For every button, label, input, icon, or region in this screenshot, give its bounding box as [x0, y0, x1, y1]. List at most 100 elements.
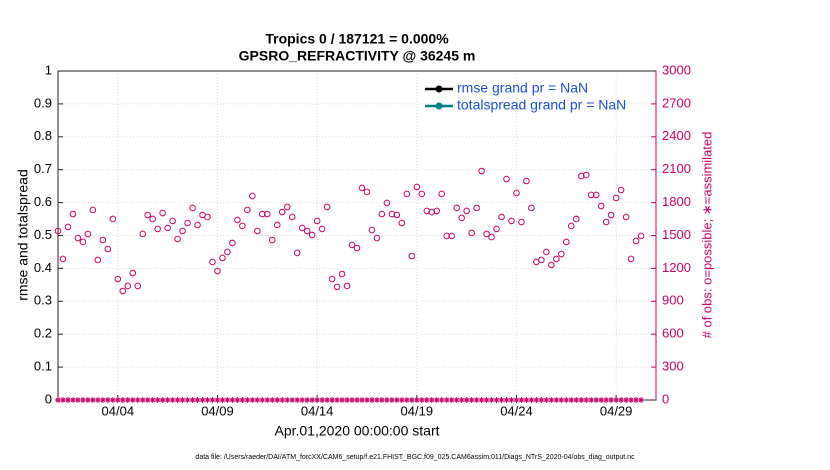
assimilated-marker — [149, 397, 156, 403]
possible-marker — [363, 188, 371, 196]
possible-marker — [448, 232, 455, 240]
possible-marker — [468, 229, 475, 237]
possible-marker — [343, 282, 351, 290]
assimilated-marker — [613, 397, 620, 403]
possible-marker — [488, 233, 495, 241]
assimilated-marker — [294, 397, 301, 403]
assimilated-marker — [344, 397, 351, 403]
assimilated-marker — [129, 397, 136, 403]
y-axis-label: rmse and totalspread — [15, 169, 31, 301]
assimilated-marker — [99, 397, 106, 403]
assimilated-marker — [558, 397, 565, 403]
possible-marker — [582, 171, 590, 179]
assimilated-marker — [373, 397, 380, 403]
assimilated-marker — [79, 397, 86, 403]
possible-marker — [592, 191, 600, 199]
possible-marker — [622, 213, 630, 221]
possible-marker — [408, 252, 416, 260]
assimilated-marker — [508, 397, 515, 403]
assimilated-marker — [59, 397, 66, 403]
possible-marker — [59, 255, 67, 263]
y-tick-label: 0.7 — [34, 161, 52, 176]
possible-marker — [104, 245, 112, 253]
assimilated-marker — [159, 397, 166, 403]
possible-marker — [353, 244, 361, 252]
possible-marker — [543, 248, 550, 256]
y2-tick-label: 1500 — [662, 227, 691, 242]
assimilated-marker — [628, 397, 635, 403]
assimilated-marker — [139, 397, 146, 403]
possible-marker — [443, 232, 451, 240]
possible-marker — [278, 208, 286, 216]
possible-marker — [144, 211, 151, 219]
assimilated-marker — [573, 397, 580, 403]
x-tick-label: 04/29 — [600, 403, 633, 418]
y2-tick-label: 0 — [662, 391, 669, 406]
possible-marker — [119, 287, 127, 295]
y-tick-label: 0.5 — [34, 227, 52, 242]
possible-marker — [124, 282, 132, 290]
possible-marker — [303, 227, 311, 235]
assimilated-marker — [144, 397, 151, 403]
assimilated-marker — [284, 397, 291, 403]
possible-marker — [229, 239, 236, 247]
possible-marker — [149, 215, 156, 223]
assimilated-marker — [69, 397, 76, 403]
assimilated-marker — [523, 397, 530, 403]
chart-title: Tropics 0 / 187121 = 0.000% — [265, 31, 449, 47]
possible-marker — [632, 237, 640, 245]
assimilated-marker — [264, 397, 271, 403]
y2-tick-label: 2100 — [662, 161, 691, 176]
x-tick-label: 04/09 — [201, 403, 234, 418]
possible-marker — [503, 175, 510, 183]
possible-marker — [508, 217, 515, 225]
assimilated-marker — [354, 397, 360, 403]
x-tick-label: 04/04 — [102, 403, 135, 418]
assimilated-marker — [388, 397, 395, 403]
footnote: data file: /Users/raeder/DAI/ATM_forcXX/… — [195, 454, 635, 461]
assimilated-marker — [568, 397, 575, 403]
possible-marker — [298, 224, 306, 232]
possible-marker — [288, 213, 296, 221]
assimilated-marker — [274, 397, 281, 403]
possible-marker — [313, 217, 321, 225]
assimilated-marker — [214, 397, 221, 403]
possible-marker — [214, 267, 221, 275]
assimilated-marker — [299, 397, 306, 403]
possible-marker — [189, 204, 196, 212]
possible-marker — [493, 225, 500, 233]
possible-marker — [617, 186, 625, 194]
y2-tick-label: 2700 — [662, 95, 691, 110]
assimilated-marker — [324, 397, 331, 403]
possible-marker — [438, 190, 446, 198]
assimilated-marker — [453, 397, 460, 403]
possible-marker — [463, 207, 470, 215]
y2-tick-label: 2400 — [662, 128, 691, 143]
assimilated-marker — [74, 397, 81, 403]
y2-tick-label: 600 — [662, 326, 684, 341]
assimilated-marker — [638, 397, 645, 403]
y2-tick-label: 1800 — [662, 194, 691, 209]
y2-tick-label: 900 — [662, 293, 684, 308]
y-tick-label: 0 — [45, 391, 52, 406]
assimilated-marker — [583, 397, 590, 403]
y2-tick-label: 300 — [662, 359, 684, 374]
assimilated-marker — [334, 397, 341, 403]
possible-marker — [513, 189, 520, 197]
possible-marker — [498, 213, 505, 221]
assimilated-marker — [234, 397, 241, 403]
possible-marker — [209, 258, 216, 266]
possible-marker — [378, 210, 386, 218]
possible-marker — [453, 204, 460, 212]
y2-axis-label: # of obs: o=possible; ∗=assimilated — [699, 132, 714, 339]
assimilated-marker — [578, 397, 585, 403]
possible-marker — [563, 238, 570, 246]
possible-marker — [159, 209, 166, 217]
possible-marker — [523, 177, 530, 185]
assimilated-marker — [423, 397, 430, 403]
possible-marker — [264, 210, 271, 218]
assimilated-marker — [314, 397, 321, 403]
possible-marker — [239, 222, 246, 230]
possible-marker — [194, 221, 201, 229]
assimilated-marker — [339, 397, 346, 403]
